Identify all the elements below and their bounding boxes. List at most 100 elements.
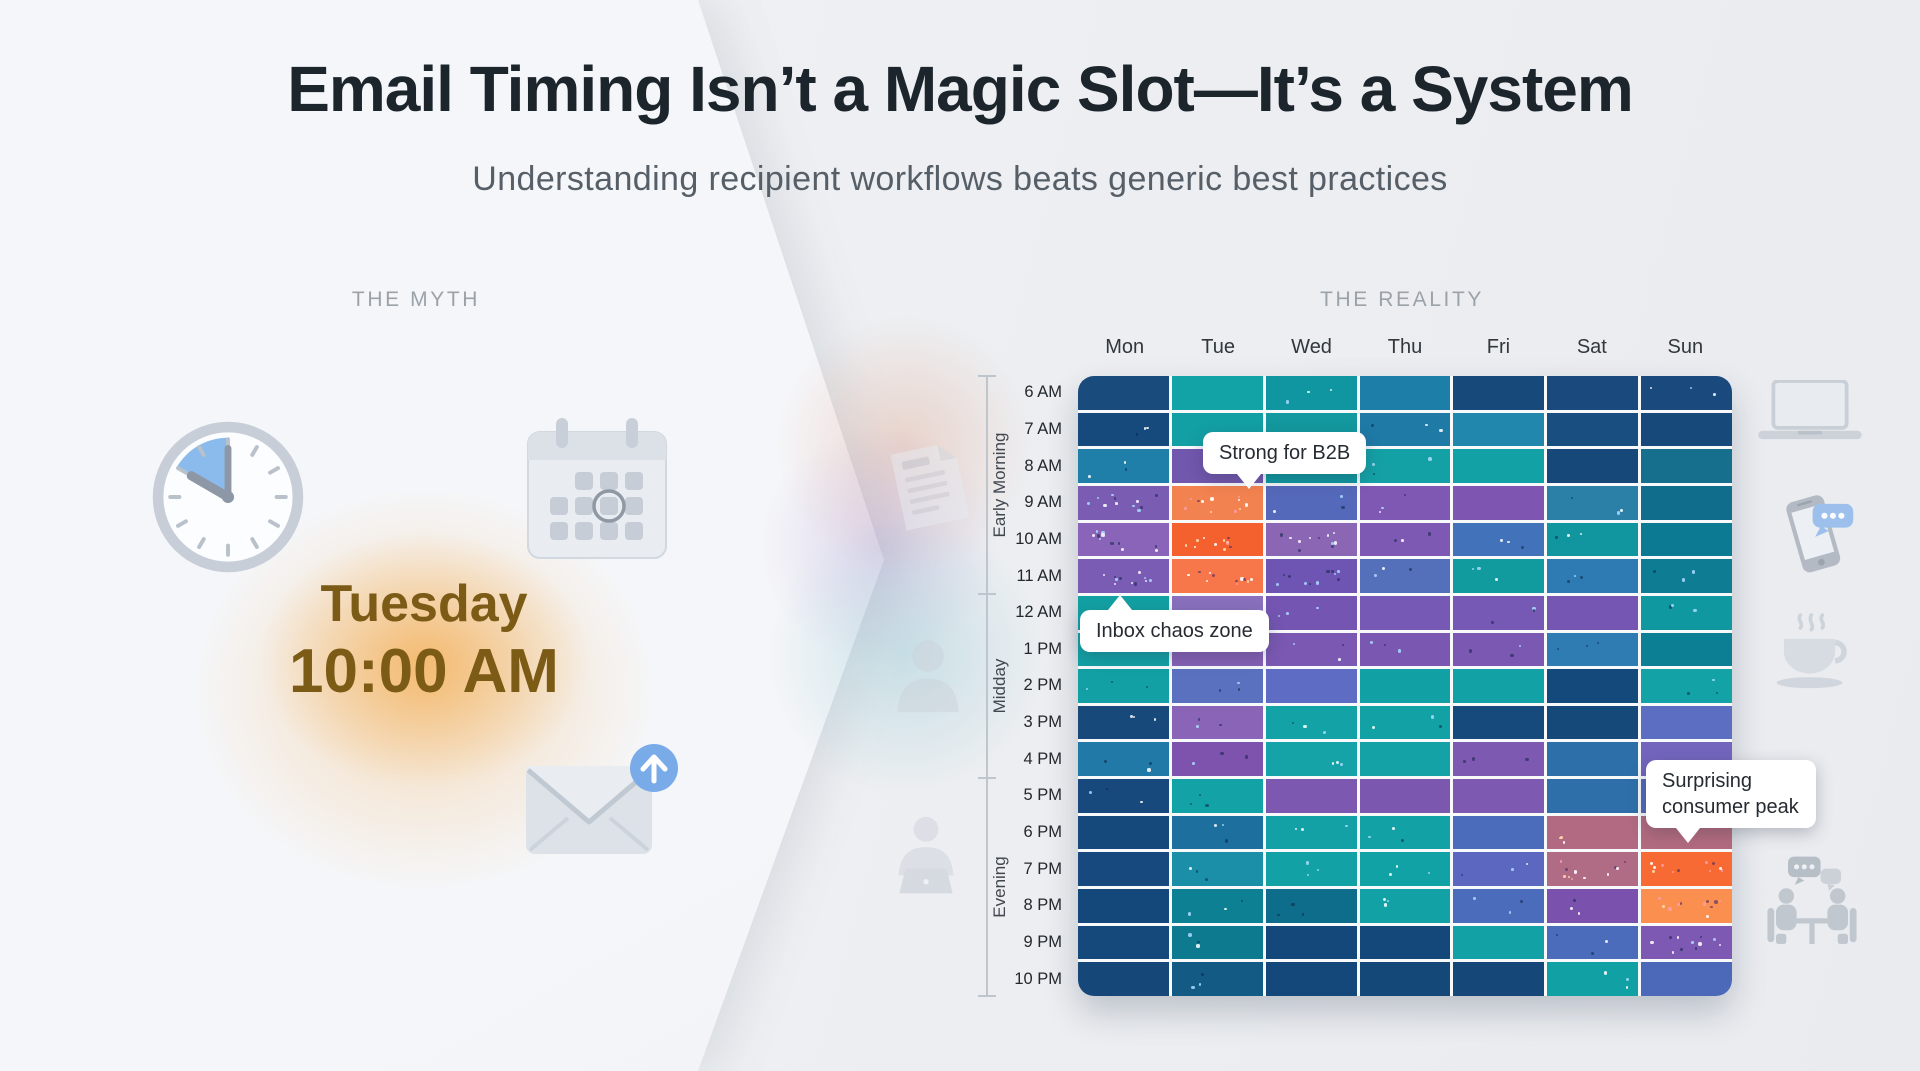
clock-icon xyxy=(152,421,304,573)
speckle-dot xyxy=(1153,718,1157,722)
speckle-dot xyxy=(1563,874,1567,878)
speckle-dot xyxy=(1205,579,1209,583)
heatmap-cell-Fri-10PM xyxy=(1453,962,1545,996)
speckle-dot xyxy=(1716,691,1719,694)
page-subtitle: Understanding recipient workflows beats … xyxy=(472,160,1448,198)
heatmap-cell-Thu-9PM xyxy=(1359,925,1451,960)
group-label-evening: Evening xyxy=(990,856,1009,918)
speckle-dot xyxy=(1143,427,1147,430)
speckle-dot xyxy=(1219,689,1222,692)
speckle-dot xyxy=(1220,751,1224,755)
speckle-dot xyxy=(1332,531,1336,535)
speckle-dot xyxy=(1210,497,1214,501)
speckle-dot xyxy=(1690,386,1693,389)
speckle-dot xyxy=(1662,904,1666,908)
heatmap-cell-Fri-3PM xyxy=(1453,705,1545,740)
speckle-dot xyxy=(1306,873,1309,876)
speckle-dot xyxy=(1511,868,1514,871)
speckle-dot xyxy=(1307,391,1310,394)
speckle-dot xyxy=(1507,540,1510,544)
speckle-dot xyxy=(1326,534,1330,537)
heatmap-cell-Wed-6PM xyxy=(1265,815,1357,850)
heatmap-grid xyxy=(1078,376,1732,996)
speckle-dot xyxy=(1120,548,1124,551)
heatmap-cell-Sat-9PM xyxy=(1547,925,1639,960)
speckle-dot xyxy=(1677,869,1681,872)
heatmap-cell-Tue-7PM xyxy=(1171,852,1263,887)
speckle-dot xyxy=(1234,509,1238,513)
heatmap-cell-Thu-12AM xyxy=(1359,595,1451,630)
speckle-dot xyxy=(1583,876,1586,880)
speckle-dot xyxy=(1115,578,1118,581)
speckle-dot xyxy=(1473,896,1476,900)
speckle-dot xyxy=(1518,645,1521,648)
speckle-dot xyxy=(1395,865,1399,868)
speckle-dot xyxy=(1719,900,1722,903)
speckle-dot xyxy=(1198,570,1201,573)
speckle-dot xyxy=(1705,900,1709,904)
heatmap-cell-Mon-6AM xyxy=(1078,376,1169,410)
speckle-dot xyxy=(1149,762,1152,766)
speckle-dot xyxy=(1221,823,1225,827)
speckle-dot xyxy=(1294,828,1297,831)
speckle-dot xyxy=(1491,621,1494,624)
heatmap-cell-Mon-10AM xyxy=(1078,522,1169,557)
heatmap-cell-Sat-10PM xyxy=(1547,962,1639,996)
heatmap-cell-Sun-10PM xyxy=(1641,962,1732,996)
speckle-dot xyxy=(1110,541,1114,546)
speckle-dot xyxy=(1605,939,1609,943)
speckle-dot xyxy=(1240,899,1243,903)
speckle-dot xyxy=(1148,578,1152,582)
heatmap-cell-Thu-8AM xyxy=(1359,449,1451,483)
speckle-dot xyxy=(1110,680,1114,684)
speckle-dot xyxy=(1087,502,1091,506)
speckle-dot xyxy=(1124,468,1127,471)
speckle-dot xyxy=(1615,867,1619,871)
heatmap-cell-Sun-10AM xyxy=(1641,522,1732,557)
heatmap-cell-Thu-10AM xyxy=(1359,522,1451,557)
phone-chat-icon xyxy=(1786,495,1854,573)
speckle-dot xyxy=(1103,503,1107,508)
heatmap-cell-Sun-9PM xyxy=(1641,925,1732,960)
heatmap-cell-Sun-6AM xyxy=(1641,376,1732,410)
speckle-dot xyxy=(1712,393,1716,397)
speckle-dot xyxy=(1316,606,1319,610)
heatmap-cell-Sun-7AM xyxy=(1641,412,1732,447)
speckle-dot xyxy=(1560,835,1564,839)
time-label-3PM: 3 PM xyxy=(1023,713,1062,732)
speckle-dot xyxy=(1102,573,1106,577)
heatmap-cell-Wed-12AM xyxy=(1265,595,1357,630)
heatmap-cell-Wed-3PM xyxy=(1265,705,1357,740)
speckle-dot xyxy=(1198,718,1201,721)
heatmap-cell-Thu-2PM xyxy=(1359,669,1451,703)
speckle-dot xyxy=(1140,800,1143,803)
heatmap-cell-Sun-1PM xyxy=(1641,632,1732,667)
heatmap-cell-Mon-4PM xyxy=(1078,742,1169,777)
heatmap-cell-Thu-7AM xyxy=(1359,412,1451,447)
speckle-dot xyxy=(1606,873,1610,876)
speckle-dot xyxy=(1427,872,1431,875)
speckle-dot xyxy=(1285,400,1289,404)
heatmap-cell-Wed-9AM xyxy=(1265,485,1357,520)
speckle-dot xyxy=(1303,724,1307,728)
speckle-dot xyxy=(1305,861,1310,865)
speckle-dot xyxy=(1196,944,1200,948)
speckle-dot xyxy=(1653,569,1657,573)
speckle-dot xyxy=(1687,691,1690,695)
heatmap-cell-Mon-7PM xyxy=(1078,852,1169,887)
heatmap-cell-Tue-4PM xyxy=(1171,742,1263,777)
speckle-dot xyxy=(1604,971,1608,975)
time-label-8AM: 8 AM xyxy=(1024,456,1062,475)
heatmap-cell-Sat-1PM xyxy=(1547,632,1639,667)
annotation-inbox-chaos: Inbox chaos zone xyxy=(1080,595,1269,652)
speckle-dot xyxy=(1335,761,1339,765)
speckle-dot xyxy=(1330,569,1334,573)
speckle-dot xyxy=(1189,497,1192,500)
speckle-dot xyxy=(1277,913,1281,917)
speckle-dot xyxy=(1471,757,1476,761)
time-label-5PM: 5 PM xyxy=(1023,786,1062,805)
speckle-dot xyxy=(1698,942,1702,946)
heatmap-cell-Thu-8PM xyxy=(1359,889,1451,923)
speckle-dot xyxy=(1235,579,1238,583)
speckle-dot xyxy=(1238,507,1241,510)
